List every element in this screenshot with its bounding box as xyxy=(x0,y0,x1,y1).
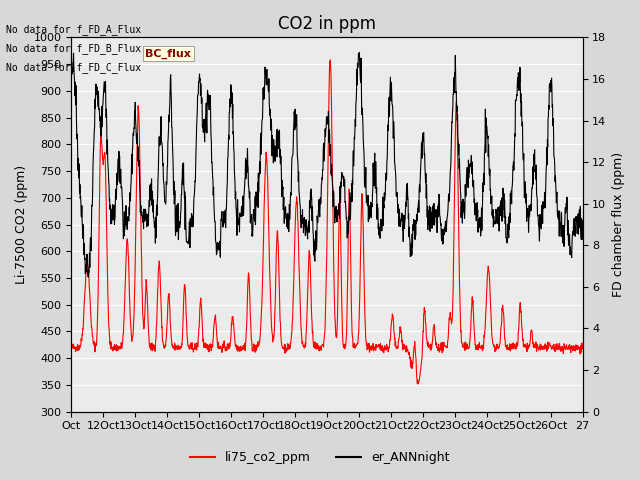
Legend: li75_co2_ppm, er_ANNnight: li75_co2_ppm, er_ANNnight xyxy=(186,446,454,469)
Text: No data for f_FD_B_Flux: No data for f_FD_B_Flux xyxy=(6,43,141,54)
Title: CO2 in ppm: CO2 in ppm xyxy=(278,15,376,33)
Y-axis label: FD chamber flux (ppm): FD chamber flux (ppm) xyxy=(612,152,625,297)
Y-axis label: Li-7500 CO2 (ppm): Li-7500 CO2 (ppm) xyxy=(15,165,28,284)
Text: No data for f_FD_A_Flux: No data for f_FD_A_Flux xyxy=(6,24,141,35)
Text: BC_flux: BC_flux xyxy=(145,48,191,59)
Text: No data for f_FD_C_Flux: No data for f_FD_C_Flux xyxy=(6,62,141,73)
